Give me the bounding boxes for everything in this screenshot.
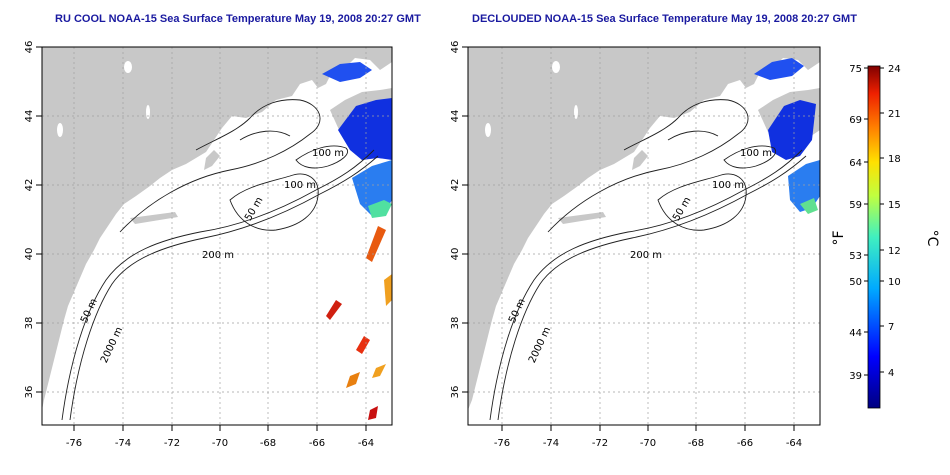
lat-tick-label: 40 <box>450 248 461 261</box>
sst-patch-cold <box>338 98 392 160</box>
contour-label: 200 m <box>630 250 662 261</box>
colorbar-f-tick: 44 <box>849 328 862 339</box>
sst-patch-warm <box>800 198 818 214</box>
colorbar-c-label: °C <box>924 230 940 247</box>
colorbar-c-tick: 15 <box>888 200 901 211</box>
lat-tick-label: 44 <box>24 110 35 123</box>
lon-tick-label: -72 <box>592 438 608 449</box>
lat-axis: 46 44 42 40 38 36 <box>450 41 468 399</box>
right-map-title: DECLOUDED NOAA-15 Sea Surface Temperatur… <box>472 13 857 25</box>
contour-label: 200 m <box>202 250 234 261</box>
contour-label: 100 m <box>312 148 344 159</box>
lake <box>146 105 150 119</box>
lon-tick-label: -70 <box>212 438 228 449</box>
long-island <box>558 212 606 224</box>
lon-tick-label: -64 <box>358 438 374 449</box>
map-frame <box>467 46 821 426</box>
lon-tick-label: -66 <box>309 438 325 449</box>
colorbar-f-tick: 64 <box>849 158 862 169</box>
colorbar-f-tick: 59 <box>849 200 862 211</box>
land-mass <box>468 47 820 410</box>
lon-tick-label: -74 <box>115 438 131 449</box>
lat-tick-label: 46 <box>24 41 35 54</box>
lake <box>124 61 132 73</box>
lake <box>485 123 491 137</box>
lon-tick-label: -76 <box>494 438 510 449</box>
contour-label: 100 m <box>284 180 316 191</box>
contour-label: 100 m <box>740 148 772 159</box>
lon-tick-label: -70 <box>640 438 656 449</box>
bathymetry-contours <box>61 99 379 421</box>
lat-tick-label: 38 <box>24 317 35 330</box>
colorbar-c-tick: 24 <box>888 64 901 75</box>
lon-tick-label: -72 <box>164 438 180 449</box>
map-frame <box>41 46 393 426</box>
colorbar-c-tick: 21 <box>888 109 901 120</box>
left-map-panel: RU COOL NOAA-15 Sea Surface Temperature … <box>24 13 421 449</box>
land-mass <box>42 47 392 410</box>
lon-axis: -76 -74 -72 -70 -68 -66 -64 <box>494 425 802 449</box>
lat-axis: 46 44 42 40 38 36 <box>24 41 42 399</box>
colorbar-f-tick: 75 <box>849 64 862 75</box>
grid-lines <box>42 47 392 425</box>
left-map-title: RU COOL NOAA-15 Sea Surface Temperature … <box>55 13 421 25</box>
sst-patch-cold <box>768 100 816 160</box>
colorbar-f-label: °F <box>831 230 847 245</box>
lat-tick-label: 36 <box>450 386 461 399</box>
lake <box>57 123 63 137</box>
sst-patch-cold <box>322 62 372 82</box>
colorbar-f-tick: 69 <box>849 115 862 126</box>
contour-label: 100 m <box>712 180 744 191</box>
sst-warm-streaks <box>326 226 392 420</box>
sst-patch-warm <box>368 200 392 218</box>
colorbar-f-tick: 50 <box>849 277 862 288</box>
colorbar-c-tick: 18 <box>888 154 901 165</box>
lon-tick-label: -74 <box>543 438 559 449</box>
cape-cod <box>632 150 648 170</box>
colorbar-c-tick: 12 <box>888 246 901 257</box>
lon-tick-label: -68 <box>260 438 276 449</box>
lon-tick-label: -64 <box>786 438 802 449</box>
lat-tick-label: 44 <box>450 110 461 123</box>
colorbar: 75 69 64 59 53 50 44 39 24 21 18 15 12 1… <box>831 64 940 409</box>
cape-cod <box>204 150 220 170</box>
right-map-panel: DECLOUDED NOAA-15 Sea Surface Temperatur… <box>450 13 857 449</box>
lake <box>552 61 560 73</box>
colorbar-f-tick: 53 <box>849 251 862 262</box>
colorbar-c-tick: 7 <box>888 322 894 333</box>
grid-lines <box>468 47 820 425</box>
lat-tick-label: 42 <box>450 179 461 192</box>
lat-tick-label: 46 <box>450 41 461 54</box>
lat-tick-label: 38 <box>450 317 461 330</box>
lat-tick-label: 40 <box>24 248 35 261</box>
lat-tick-label: 42 <box>24 179 35 192</box>
lat-tick-label: 36 <box>24 386 35 399</box>
lon-tick-label: -66 <box>737 438 753 449</box>
lon-tick-label: -76 <box>66 438 82 449</box>
lake <box>574 105 578 119</box>
colorbar-gradient <box>867 65 881 409</box>
lon-axis: -76 -74 -72 -70 -68 -66 -64 <box>66 425 374 449</box>
colorbar-c-tick: 4 <box>888 368 894 379</box>
colorbar-c-tick: 10 <box>888 277 901 288</box>
bathymetry-contours <box>489 99 807 421</box>
sst-patch-cold <box>754 58 804 80</box>
colorbar-ticks <box>864 67 884 376</box>
long-island <box>130 212 178 224</box>
colorbar-f-tick: 39 <box>849 371 862 382</box>
lon-tick-label: -68 <box>688 438 704 449</box>
